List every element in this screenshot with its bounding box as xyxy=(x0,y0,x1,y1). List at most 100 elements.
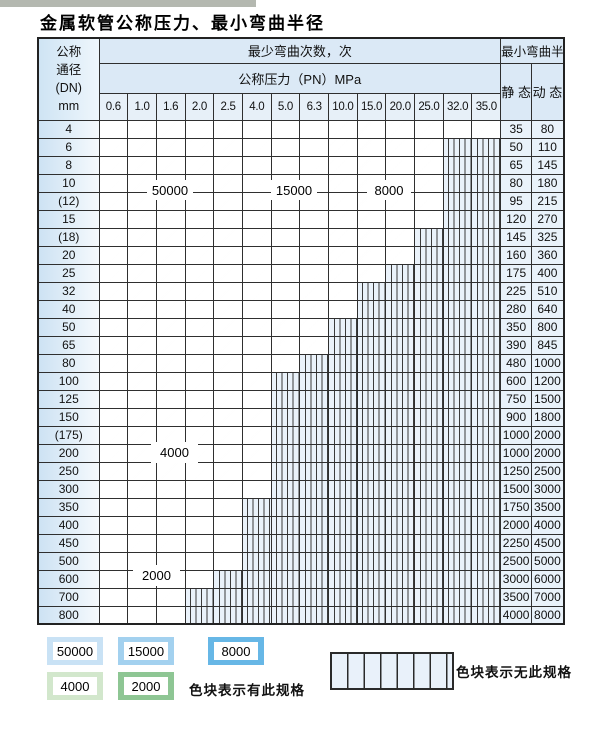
spec-cell xyxy=(241,335,272,355)
dn-cell: 450 xyxy=(37,533,100,553)
table-row: 4 35 80 xyxy=(37,119,565,139)
no-spec-cell xyxy=(414,569,444,589)
dynamic-radius-cell: 2500 xyxy=(531,461,565,481)
spec-cell xyxy=(213,155,243,175)
spec-cell xyxy=(213,353,243,373)
table-row: 100 600 1200 xyxy=(37,371,565,391)
no-spec-cell xyxy=(442,479,473,499)
no-spec-cell xyxy=(442,335,473,355)
no-spec-cell xyxy=(241,587,272,607)
spec-cell xyxy=(155,245,186,265)
no-spec-cell xyxy=(328,425,358,445)
no-spec-cell xyxy=(270,587,301,607)
table-row: 6 50 110 xyxy=(37,137,565,157)
spec-cell xyxy=(127,497,157,517)
zone-label-4000: 4000 xyxy=(151,442,198,463)
spec-cell xyxy=(328,191,358,211)
spec-cell xyxy=(241,281,272,301)
spec-cell xyxy=(184,569,215,589)
no-spec-cell xyxy=(241,515,272,535)
spec-cell xyxy=(356,245,387,265)
dn-cell: 125 xyxy=(37,389,100,409)
table-row: 15 120 270 xyxy=(37,209,565,229)
spec-cell xyxy=(385,155,416,175)
spec-cell xyxy=(127,461,157,481)
header-pn-32.0: 32.0 xyxy=(442,92,473,121)
spec-cell xyxy=(213,533,243,553)
table-row: 125 750 1500 xyxy=(37,389,565,409)
spec-cell xyxy=(213,281,243,301)
spec-cell xyxy=(155,515,186,535)
spec-cell xyxy=(155,227,186,247)
static-radius-cell: 160 xyxy=(500,245,533,265)
spec-cell xyxy=(213,335,243,355)
no-spec-cell xyxy=(328,479,358,499)
header-pn-5.0: 5.0 xyxy=(270,92,301,121)
no-spec-cell xyxy=(356,605,387,625)
spec-cell xyxy=(184,209,215,229)
spec-cell xyxy=(184,263,215,283)
no-spec-cell xyxy=(442,407,473,427)
legend-swatch-15000: 15000 xyxy=(118,637,174,665)
dynamic-radius-cell: 4000 xyxy=(531,515,565,535)
spec-cell xyxy=(328,155,358,175)
no-spec-cell xyxy=(414,389,444,409)
header-pn-4.0: 4.0 xyxy=(241,92,272,121)
table-row: (18) 145 325 xyxy=(37,227,565,247)
no-spec-cell xyxy=(471,155,502,175)
no-spec-cell xyxy=(385,515,416,535)
spec-cell xyxy=(241,155,272,175)
spec-cell xyxy=(98,119,129,139)
spec-cell xyxy=(213,317,243,337)
spec-cell xyxy=(184,335,215,355)
no-spec-cell xyxy=(328,461,358,481)
spec-cell xyxy=(213,407,243,427)
spec-cell xyxy=(98,551,129,571)
dn-cell: (175) xyxy=(37,425,100,445)
no-spec-cell xyxy=(471,533,502,553)
spec-cell xyxy=(241,479,272,499)
spec-cell xyxy=(127,209,157,229)
no-spec-cell xyxy=(385,263,416,283)
no-spec-cell xyxy=(471,569,502,589)
no-spec-cell xyxy=(385,407,416,427)
table-row: 32 225 510 xyxy=(37,281,565,301)
spec-cell xyxy=(213,245,243,265)
spec-cell xyxy=(270,155,301,175)
dynamic-radius-cell: 845 xyxy=(531,335,565,355)
no-spec-cell xyxy=(213,569,243,589)
spec-cell xyxy=(385,227,416,247)
spec-cell xyxy=(328,245,358,265)
spec-cell xyxy=(213,137,243,157)
spec-cell xyxy=(127,605,157,625)
static-radius-cell: 225 xyxy=(500,281,533,301)
no-spec-cell xyxy=(442,263,473,283)
spec-cell xyxy=(98,587,129,607)
zone-label-2000: 2000 xyxy=(133,565,180,586)
table-row: 700 3500 7000 xyxy=(37,587,565,607)
dynamic-radius-cell: 2000 xyxy=(531,425,565,445)
no-spec-cell xyxy=(442,173,473,193)
spec-cell xyxy=(184,281,215,301)
legend-swatch-50000: 50000 xyxy=(47,637,103,665)
spec-cell xyxy=(356,209,387,229)
spec-cell xyxy=(127,263,157,283)
dn-cell: 50 xyxy=(37,317,100,337)
spec-cell xyxy=(299,299,329,319)
no-spec-cell xyxy=(414,425,444,445)
spec-cell xyxy=(127,137,157,157)
spec-cell xyxy=(127,155,157,175)
spec-cell xyxy=(270,119,301,139)
spec-cell xyxy=(155,371,186,391)
no-spec-cell xyxy=(270,515,301,535)
no-spec-cell xyxy=(356,551,387,571)
static-radius-cell: 175 xyxy=(500,263,533,283)
spec-cell xyxy=(98,317,129,337)
spec-cell xyxy=(213,263,243,283)
legend-no-spec-swatch xyxy=(330,652,454,690)
spec-cell xyxy=(414,137,444,157)
table-row: 200 1000 2000 xyxy=(37,443,565,463)
dn-cell: 350 xyxy=(37,497,100,517)
spec-cell xyxy=(155,209,186,229)
no-spec-cell xyxy=(471,317,502,337)
